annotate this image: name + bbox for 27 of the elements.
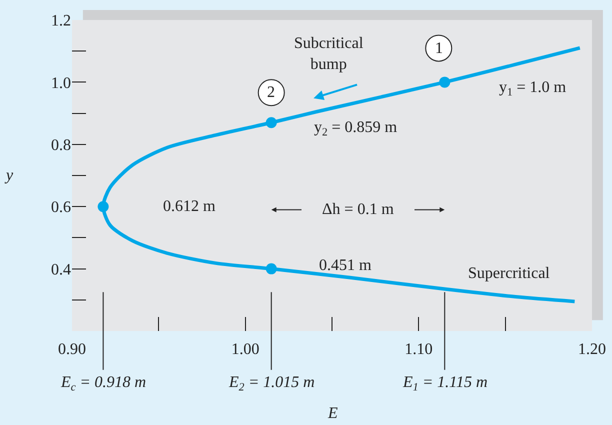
y-tick-label: 0.6 bbox=[51, 199, 71, 216]
point bbox=[266, 117, 277, 128]
y-tick-label: 0.8 bbox=[51, 137, 71, 154]
ref-line-label: E$_{c}$ = 0.918 m bbox=[60, 374, 146, 394]
x-tick-label: 1.20 bbox=[578, 341, 606, 358]
x-tick-label: 0.90 bbox=[58, 341, 86, 358]
annotation: Supercritical bbox=[468, 265, 550, 282]
annotation: 1 bbox=[435, 40, 443, 57]
annotation: y$_{2}$ = 0.859 m bbox=[314, 119, 398, 138]
point bbox=[98, 201, 109, 212]
ref-line-label: E$_{2}$ = 1.015 m bbox=[228, 374, 315, 394]
annotation: 0.451 m bbox=[319, 257, 372, 274]
x-axis-title: E bbox=[327, 405, 338, 422]
y-tick-label: 1.0 bbox=[51, 74, 71, 92]
point bbox=[266, 263, 277, 274]
annotation: y$_{1}$ = 1.0 m bbox=[499, 79, 567, 98]
y-tick-label: 1.2 bbox=[51, 12, 71, 30]
y-tick-label: 0.4 bbox=[51, 261, 71, 278]
annotation: 0.612 m bbox=[163, 198, 216, 215]
annotation: Subcritical bump bbox=[294, 35, 364, 73]
annotation: 2 bbox=[267, 84, 275, 101]
point bbox=[439, 76, 450, 88]
y-axis-title: y bbox=[4, 167, 14, 184]
x-tick-label: 1.00 bbox=[231, 341, 260, 358]
x-tick-label: 1.10 bbox=[404, 341, 433, 358]
ref-line-label: E$_{1}$ = 1.115 m bbox=[402, 374, 488, 394]
annotation: Δh = 0.1 m bbox=[322, 201, 394, 218]
